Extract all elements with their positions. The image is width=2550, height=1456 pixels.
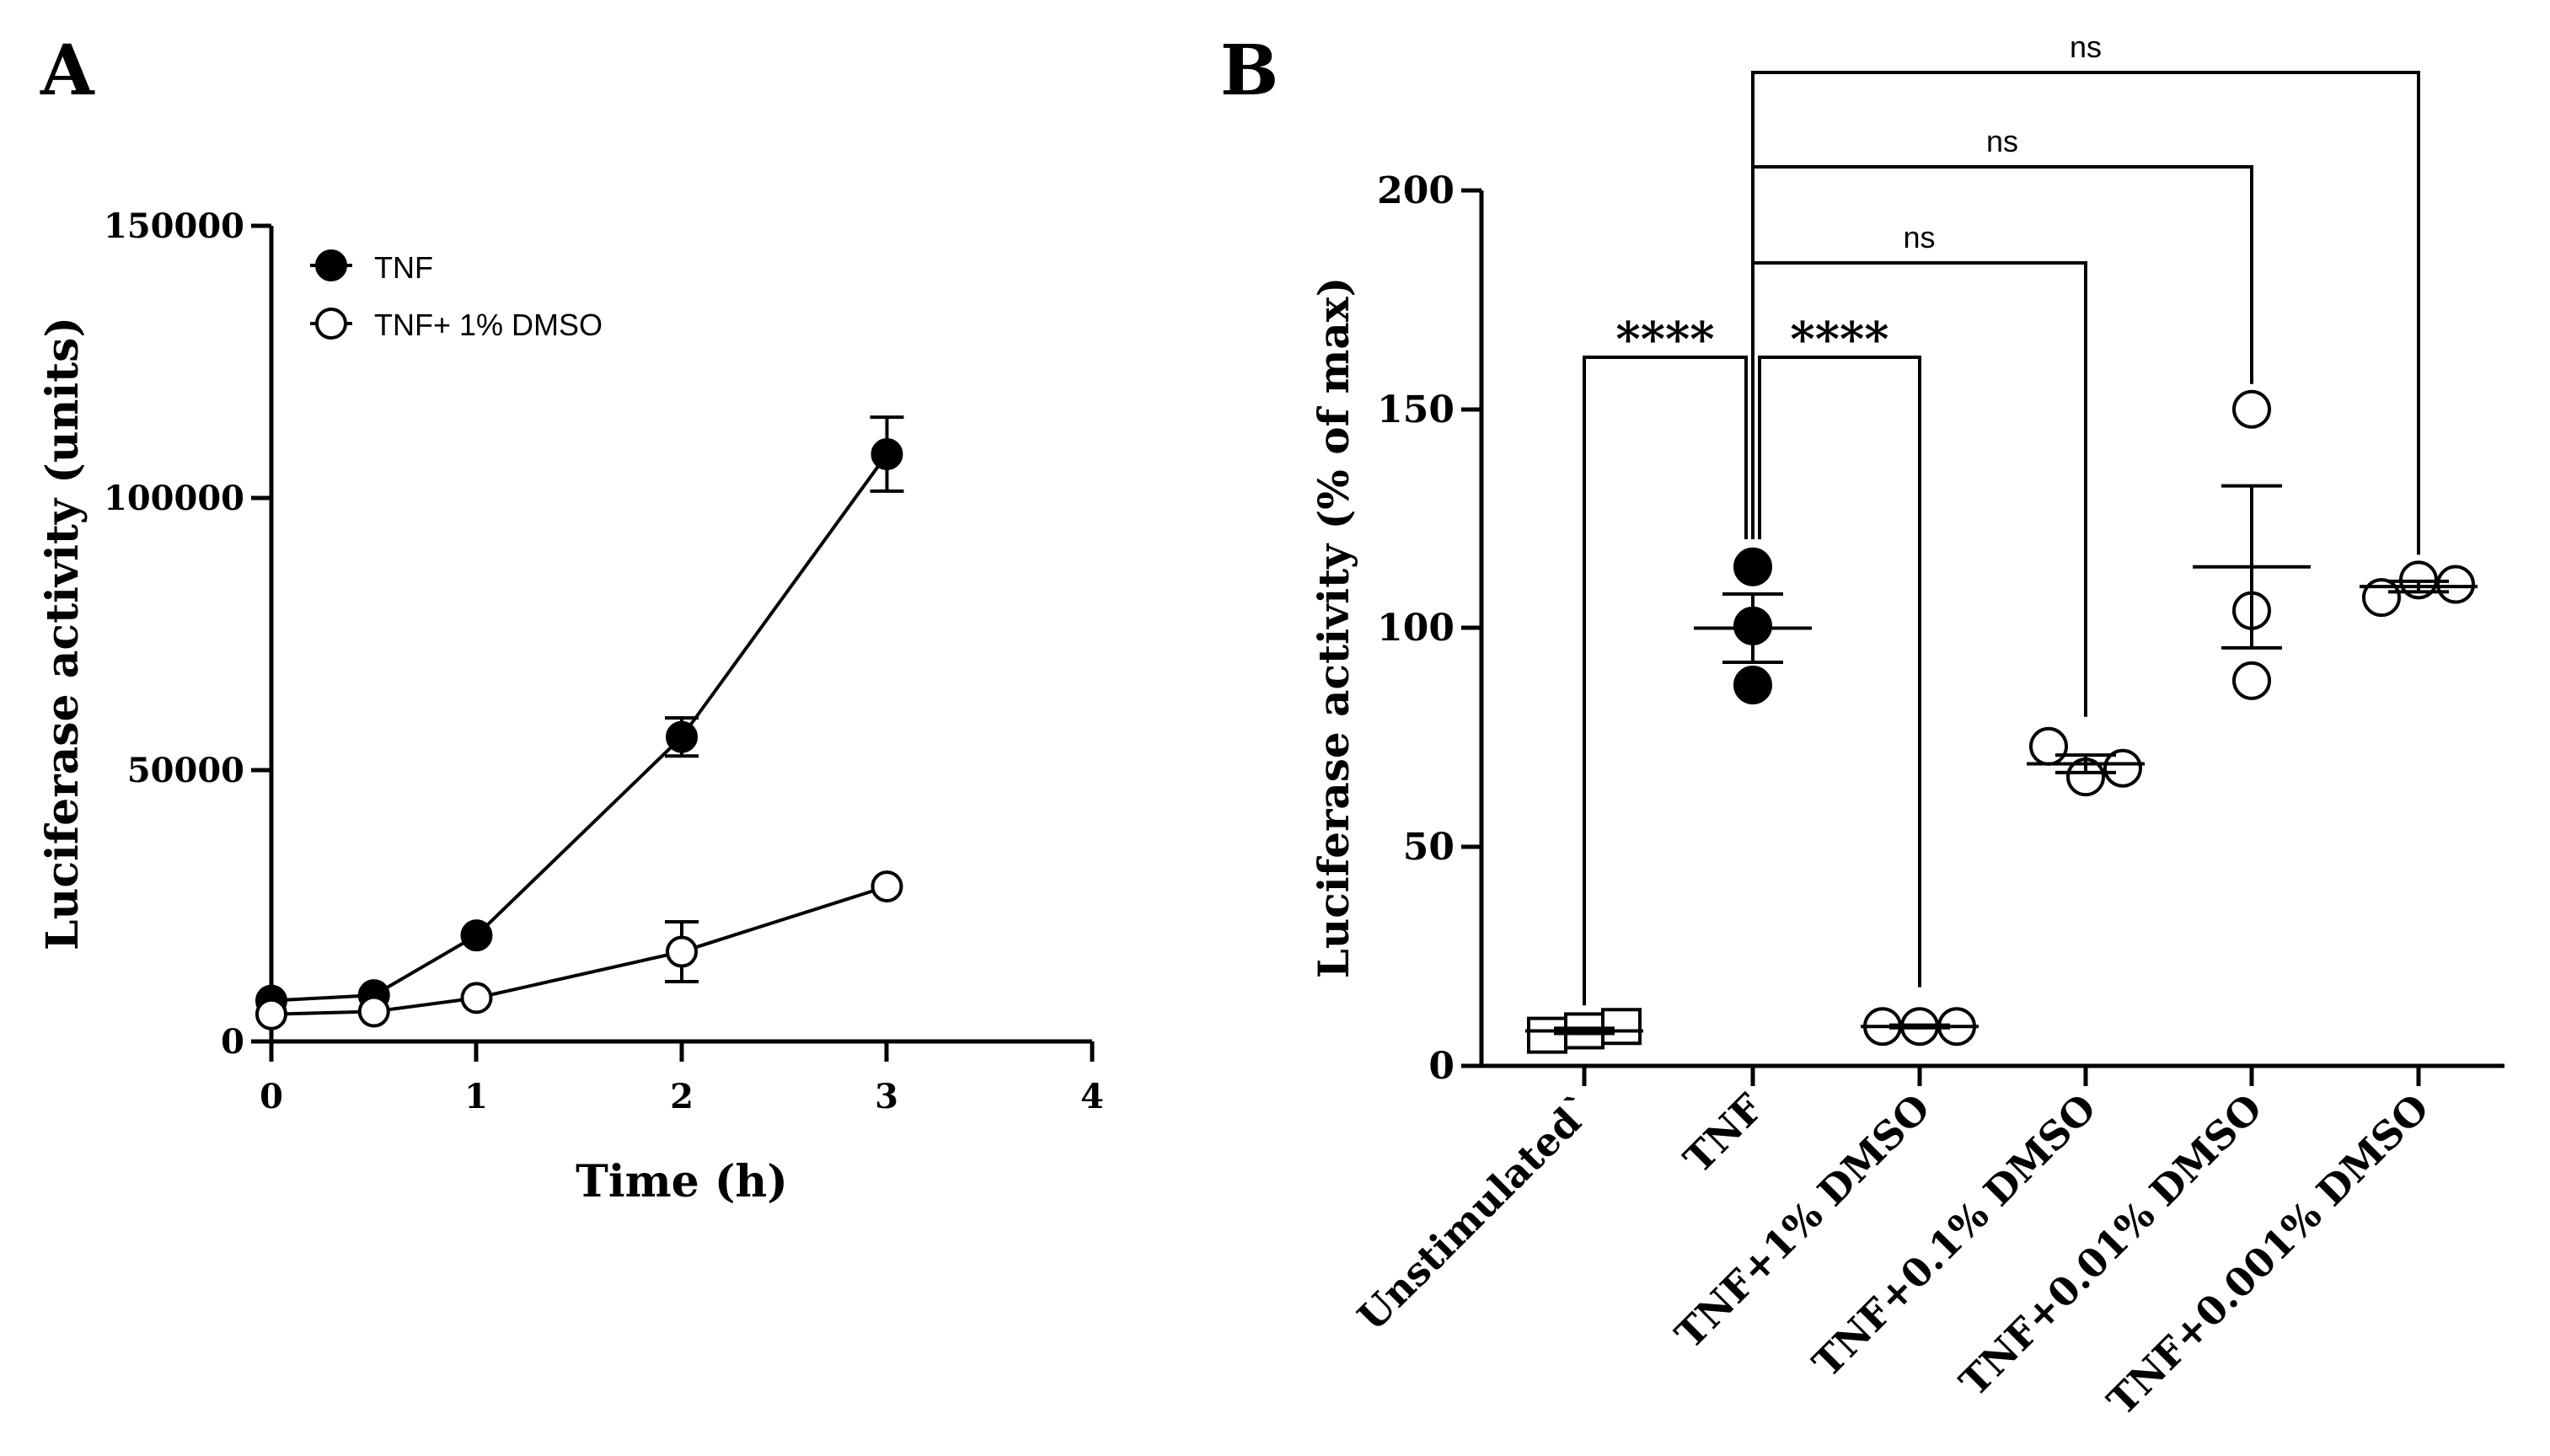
comparison-bracket xyxy=(1583,356,1748,1006)
panel-a-plot-area xyxy=(255,415,904,1030)
panel-a-axes xyxy=(269,226,1092,1044)
data-point-tnf xyxy=(460,919,493,952)
panel-a-ytick-label: 0 xyxy=(221,1022,244,1062)
data-point-tnf-dmso xyxy=(460,982,493,1014)
panel-a-ytick-label: 50000 xyxy=(127,751,244,790)
panel-b-x-ticks: Unstimulated` TNF TNF+1% DMSO TNF+0.1% D… xyxy=(1349,1066,2438,1424)
panel-a-legend: TNF TNF+ 1% DMSO xyxy=(310,249,603,342)
series-line-tnf xyxy=(271,452,889,1003)
data-point-tnf xyxy=(666,720,698,753)
panel-b-label: B xyxy=(1220,30,1278,111)
data-point xyxy=(2029,726,2068,766)
panel-a-x-axis-title: Time (h) xyxy=(576,1156,788,1207)
panel-a-xtick-label: 3 xyxy=(875,1077,898,1116)
data-point xyxy=(2232,389,2271,429)
data-point xyxy=(2362,578,2401,618)
panel-b-ytick-label: 100 xyxy=(1377,607,1454,650)
panel-b-category-label: Unstimulated` xyxy=(1349,1085,1604,1340)
significance-label: ns xyxy=(1986,124,2018,158)
panel-a-ytick-label: 150000 xyxy=(104,206,244,246)
panel-b-y-axis-title: Luciferase activity (% of max) xyxy=(1309,277,1358,979)
panel-a-ytick-label: 100000 xyxy=(104,479,244,518)
data-point-tnf-dmso xyxy=(871,870,903,903)
panel-b-ytick-label: 50 xyxy=(1403,826,1454,869)
panel-b-plot-area: **** **** ns ns ns xyxy=(1525,29,2478,1054)
panel-a-label: A xyxy=(40,30,95,111)
data-point xyxy=(1601,1008,1642,1046)
panel-b-category-label: TNF xyxy=(1675,1084,1772,1181)
panel-a: A 0 50000 100000 150000 0 1 2 3 xyxy=(37,30,1104,1207)
panel-a-xtick-label: 1 xyxy=(464,1077,488,1116)
panel-a-xtick-label: 0 xyxy=(260,1077,283,1116)
panel-a-xtick-label: 4 xyxy=(1080,1077,1104,1116)
significance-label: **** xyxy=(1790,312,1888,367)
comparison-bracket xyxy=(1758,356,1921,988)
significance-label: **** xyxy=(1615,312,1714,367)
panel-a-xtick-label: 2 xyxy=(670,1077,694,1116)
panel-b-ytick-label: 0 xyxy=(1428,1045,1454,1088)
data-point xyxy=(1733,666,1772,705)
panel-b-ytick-label: 150 xyxy=(1377,388,1454,431)
significance-label: ns xyxy=(2070,29,2102,64)
data-point xyxy=(1527,1016,1567,1054)
panel-b-category-label: TNF+0.001% DMSO xyxy=(2098,1085,2438,1425)
data-point xyxy=(1733,547,1772,586)
data-point xyxy=(2232,661,2271,700)
data-point-tnf-dmso xyxy=(357,995,390,1028)
panel-a-y-ticks: 0 50000 100000 150000 xyxy=(104,206,271,1062)
panel-b-y-ticks: 0 50 100 150 200 xyxy=(1377,169,1481,1088)
data-point-tnf xyxy=(871,438,903,471)
panel-b: B 0 50 100 150 200 Luciferase activity (… xyxy=(1220,29,2504,1424)
comparison-bracket xyxy=(1751,71,2420,555)
data-point xyxy=(2436,565,2475,604)
legend-marker-tnf xyxy=(315,249,347,281)
panel-a-x-ticks: 0 1 2 3 4 xyxy=(260,1041,1104,1116)
legend-marker-tnf-dmso xyxy=(315,308,347,340)
panel-b-category-label: TNF+0.1% DMSO xyxy=(1803,1085,2104,1386)
data-point-tnf-dmso xyxy=(255,998,287,1030)
significance-label: ns xyxy=(1903,220,1935,254)
data-point-tnf-dmso xyxy=(666,935,698,968)
legend-label-tnf-dmso: TNF+ 1% DMSO xyxy=(374,308,603,342)
panel-b-ytick-label: 200 xyxy=(1377,169,1454,212)
panel-b-category-label: TNF+0.01% DMSO xyxy=(1951,1085,2271,1405)
legend-label-tnf: TNF xyxy=(374,250,433,285)
panel-a-y-axis-title: Luciferase activity (units) xyxy=(37,317,88,950)
data-point xyxy=(2103,748,2142,788)
